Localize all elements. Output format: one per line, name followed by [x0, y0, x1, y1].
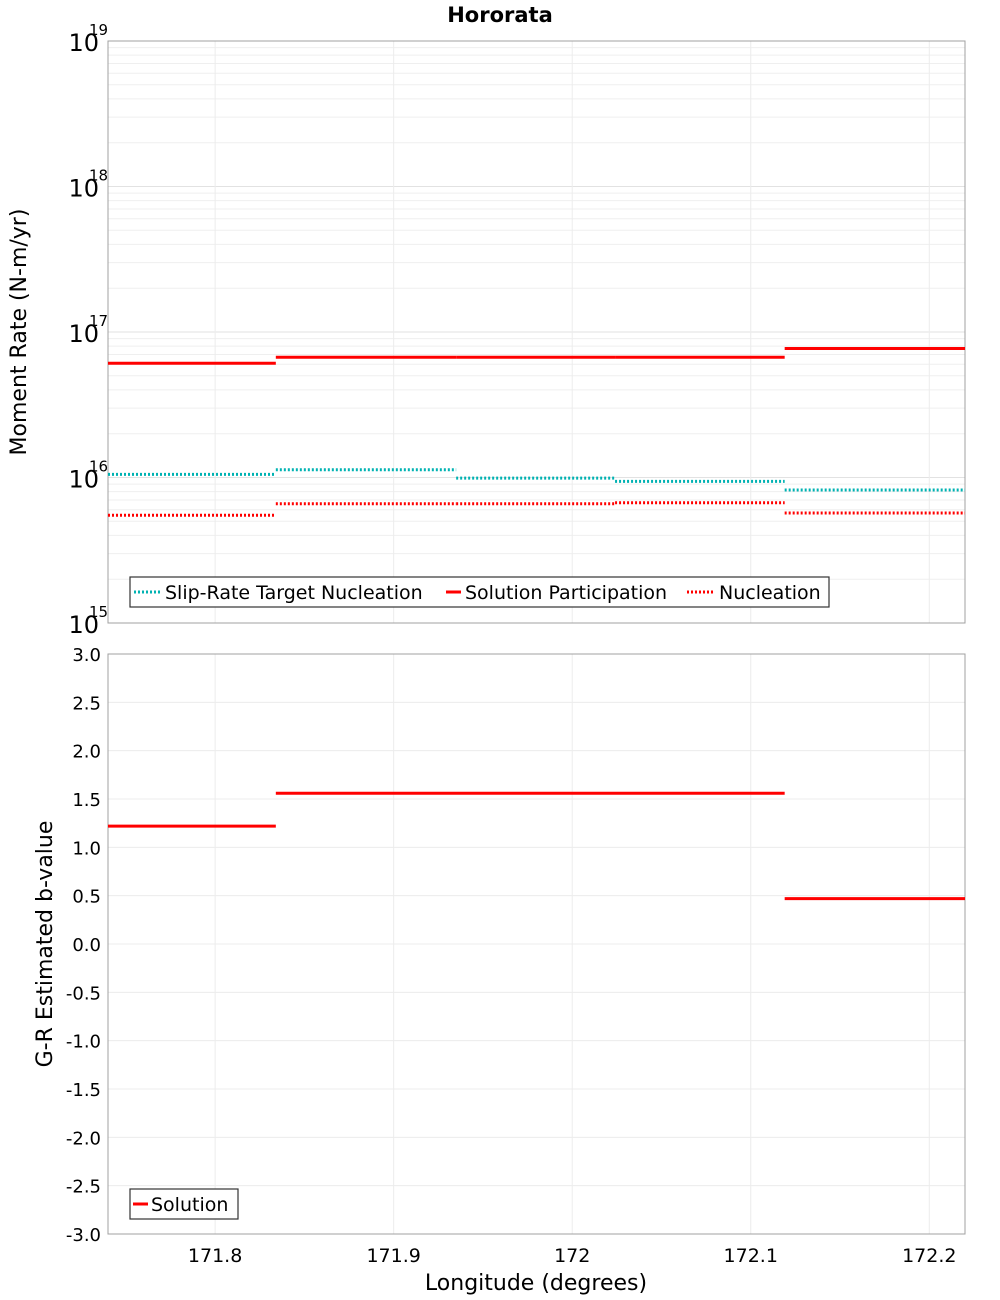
top-y-tick-exponent: 18 — [89, 167, 108, 185]
bottom-y-tick-label: 2.5 — [72, 693, 101, 714]
legend-label-nucleation: Nucleation — [719, 582, 821, 604]
bottom-y-tick-label: -3.0 — [66, 1225, 101, 1246]
x-tick-label: 171.9 — [366, 1245, 420, 1267]
top-plot-area — [107, 40, 966, 624]
bottom-y-tick-label: 2.0 — [72, 742, 101, 763]
x-axis-ticks: 171.8 171.9 172 172.1 172.2 — [188, 1245, 957, 1267]
bottom-y-tick-label: 3.0 — [72, 645, 101, 666]
top-y-tick-label: 10 — [68, 175, 99, 203]
top-y-tick-exponent: 16 — [89, 458, 108, 476]
top-y-tick-exponent: 15 — [89, 603, 108, 621]
bottom-y-tick-label: -2.5 — [66, 1177, 101, 1198]
top-legend-box — [129, 576, 830, 608]
bottom-y-tick-label: -1.0 — [66, 1032, 101, 1053]
x-tick-label: 172 — [554, 1245, 590, 1267]
chart-title: Hororata — [447, 3, 553, 27]
x-tick-label: 172.2 — [902, 1245, 956, 1267]
x-tick-label: 171.8 — [188, 1245, 242, 1267]
x-axis-label: Longitude (degrees) — [425, 1271, 647, 1296]
top-y-tick-label: 10 — [68, 29, 99, 57]
top-legend: Slip-Rate Target Nucleation Solution Par… — [129, 576, 830, 608]
top-y-tick-label: 10 — [68, 611, 99, 639]
bottom-y-tick-label: 0.0 — [72, 935, 101, 956]
legend-label-solution-participation: Solution Participation — [465, 582, 667, 604]
top-y-tick-label: 10 — [68, 466, 99, 494]
top-y-tick-exponent: 19 — [89, 21, 108, 39]
top-plot-gridlines — [108, 41, 965, 624]
bottom-y-tick-label: 1.0 — [72, 838, 101, 859]
top-y-axis-label: Moment Rate (N-m/yr) — [7, 209, 32, 456]
top-y-tick-exponent: 17 — [89, 312, 108, 330]
bottom-y-tick-label: -1.5 — [66, 1080, 101, 1101]
bottom-legend: Solution — [129, 1188, 239, 1220]
bottom-y-tick-label: 1.5 — [72, 790, 101, 811]
bottom-y-axis-ticks: 3.0 2.5 2.0 1.5 1.0 0.5 0.0 -0.5 -1.0 -1.5 -2.0 -2.… — [66, 645, 101, 1246]
legend-label-slip-rate: Slip-Rate Target Nucleation — [165, 582, 423, 604]
top-plot-series — [108, 347, 965, 517]
bottom-plot-gridlines — [108, 653, 965, 1235]
bottom-y-tick-label: 0.5 — [72, 887, 101, 908]
bottom-plot-series — [108, 791, 965, 901]
bottom-y-tick-label: -0.5 — [66, 983, 101, 1004]
legend-label-solution: Solution — [151, 1194, 228, 1216]
bottom-y-tick-label: -2.0 — [66, 1128, 101, 1149]
bottom-plot-area — [107, 653, 966, 1235]
bottom-y-axis-label: G-R Estimated b-value — [33, 821, 58, 1068]
x-tick-label: 172.1 — [724, 1245, 778, 1267]
top-y-tick-label: 10 — [68, 320, 99, 348]
